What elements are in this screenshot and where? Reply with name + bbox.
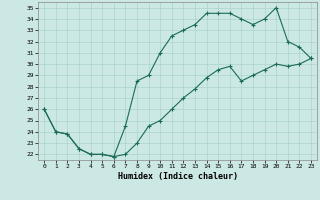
X-axis label: Humidex (Indice chaleur): Humidex (Indice chaleur) — [118, 172, 238, 181]
